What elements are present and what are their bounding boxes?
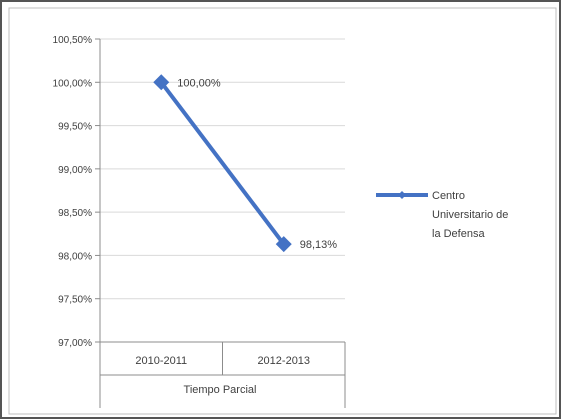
data-label: 100,00% [177,77,221,89]
legend-label: Centro [432,190,465,202]
data-labels: 100,00% 98,13% [177,77,337,251]
y-axis-tick-labels: 100,50% 100,00% 99,50% 99,00% 98,50% 98,00% 97… [53,35,93,349]
legend-label: la Defensa [432,228,485,240]
series-line-path [159,81,286,246]
y-tick-label: 99,50% [58,122,92,133]
y-tick-label: 97,50% [58,295,92,306]
y-tick-label: 98,50% [58,208,92,219]
legend-label: Universitario de [432,209,508,221]
y-tick-label: 100,50% [53,35,93,46]
axes [99,39,346,408]
x-axis-group-label: Tiempo Parcial [184,384,257,396]
x-category-label: 2012-2013 [257,355,310,367]
legend: Centro Universitario de la Defensa [376,190,508,240]
data-point-marker [153,74,170,91]
x-category-label: 2010-2011 [135,355,187,367]
legend-swatch-marker [398,191,406,199]
data-point-marker [275,236,292,253]
y-tick-label: 99,00% [58,165,92,176]
data-label: 98,13% [300,239,338,251]
chart-area-border [8,7,557,415]
y-tick-label: 100,00% [53,78,93,89]
y-tick-label: 98,00% [58,251,92,262]
x-axis-category-labels: 2010-2011 2012-2013 [135,355,310,367]
y-tick-label: 97,00% [58,338,92,349]
series-line [153,74,292,253]
